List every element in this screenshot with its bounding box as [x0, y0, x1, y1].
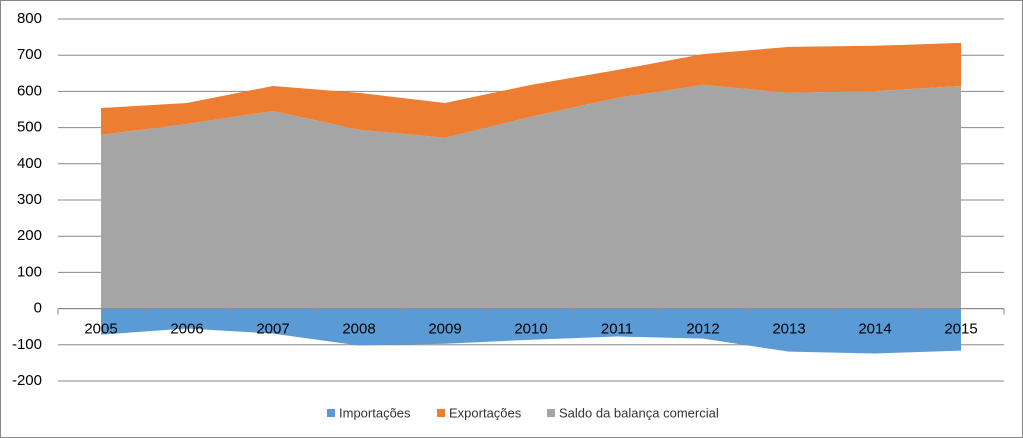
x-tick-label: 2010 — [514, 321, 547, 338]
x-tick-label: 2007 — [256, 321, 289, 338]
x-tick-label: 2008 — [342, 321, 375, 338]
y-tick-label: 100 — [17, 263, 42, 280]
legend-swatch — [327, 409, 335, 417]
y-tick-label: 300 — [17, 191, 42, 208]
y-tick-label: -200 — [12, 372, 42, 389]
x-tick-label: 2015 — [944, 321, 977, 338]
x-tick-label: 2011 — [601, 321, 633, 338]
legend-swatch — [437, 409, 445, 417]
legend-label: Exportações — [449, 405, 522, 420]
x-tick-label: 2014 — [858, 321, 891, 338]
y-tick-label: 700 — [17, 46, 42, 63]
y-tick-label: 600 — [17, 82, 42, 99]
x-tick-label: 2013 — [772, 321, 805, 338]
x-tick-label: 2009 — [428, 321, 461, 338]
legend-swatch — [547, 409, 555, 417]
x-tick-label: 2012 — [686, 321, 719, 338]
y-tick-label: -100 — [12, 336, 42, 353]
area — [101, 42, 961, 138]
y-tick-label: 800 — [17, 10, 42, 27]
y-tick-label: 500 — [17, 119, 42, 136]
area — [101, 308, 961, 354]
legend-label: Importações — [339, 405, 411, 420]
y-tick-label: 0 — [34, 300, 42, 317]
x-tick-label: 2005 — [84, 321, 117, 338]
area — [101, 84, 961, 309]
y-tick-label: 400 — [17, 155, 42, 172]
y-tick-label: 200 — [17, 227, 42, 244]
legend-label: Saldo da balança comercial — [559, 405, 719, 420]
x-tick-label: 2006 — [170, 321, 203, 338]
